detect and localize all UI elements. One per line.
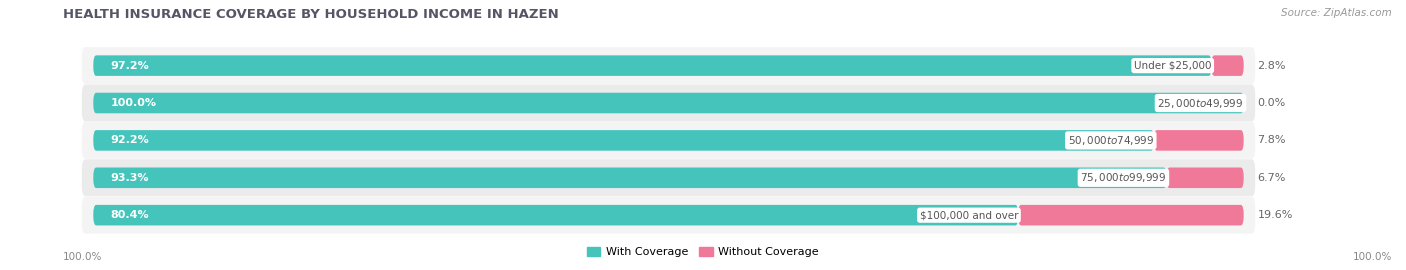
FancyBboxPatch shape: [93, 55, 1212, 76]
Text: $50,000 to $74,999: $50,000 to $74,999: [1067, 134, 1154, 147]
Text: 100.0%: 100.0%: [111, 98, 156, 108]
Text: HEALTH INSURANCE COVERAGE BY HOUSEHOLD INCOME IN HAZEN: HEALTH INSURANCE COVERAGE BY HOUSEHOLD I…: [63, 8, 560, 21]
Text: 80.4%: 80.4%: [111, 210, 149, 220]
FancyBboxPatch shape: [93, 167, 1167, 188]
FancyBboxPatch shape: [82, 159, 1256, 196]
Text: $25,000 to $49,999: $25,000 to $49,999: [1157, 96, 1244, 110]
Text: 100.0%: 100.0%: [63, 252, 103, 262]
FancyBboxPatch shape: [93, 130, 1154, 151]
Text: 0.0%: 0.0%: [1257, 98, 1285, 108]
Text: 6.7%: 6.7%: [1257, 173, 1286, 183]
Text: $75,000 to $99,999: $75,000 to $99,999: [1080, 171, 1167, 184]
FancyBboxPatch shape: [93, 205, 1018, 225]
Text: 92.2%: 92.2%: [111, 135, 149, 146]
Text: 100.0%: 100.0%: [1353, 252, 1392, 262]
Text: Source: ZipAtlas.com: Source: ZipAtlas.com: [1281, 8, 1392, 18]
FancyBboxPatch shape: [1212, 55, 1244, 76]
Text: Under $25,000: Under $25,000: [1135, 61, 1212, 71]
Text: 93.3%: 93.3%: [111, 173, 149, 183]
Text: $100,000 and over: $100,000 and over: [920, 210, 1018, 220]
Text: 97.2%: 97.2%: [111, 61, 149, 71]
FancyBboxPatch shape: [1167, 167, 1244, 188]
FancyBboxPatch shape: [82, 47, 1256, 84]
FancyBboxPatch shape: [82, 85, 1256, 122]
FancyBboxPatch shape: [82, 122, 1256, 159]
FancyBboxPatch shape: [82, 197, 1256, 234]
FancyBboxPatch shape: [93, 93, 1244, 113]
FancyBboxPatch shape: [1018, 205, 1244, 225]
FancyBboxPatch shape: [1154, 130, 1244, 151]
Text: 2.8%: 2.8%: [1257, 61, 1286, 71]
Text: 19.6%: 19.6%: [1257, 210, 1294, 220]
Text: 7.8%: 7.8%: [1257, 135, 1286, 146]
Legend: With Coverage, Without Coverage: With Coverage, Without Coverage: [582, 242, 824, 262]
